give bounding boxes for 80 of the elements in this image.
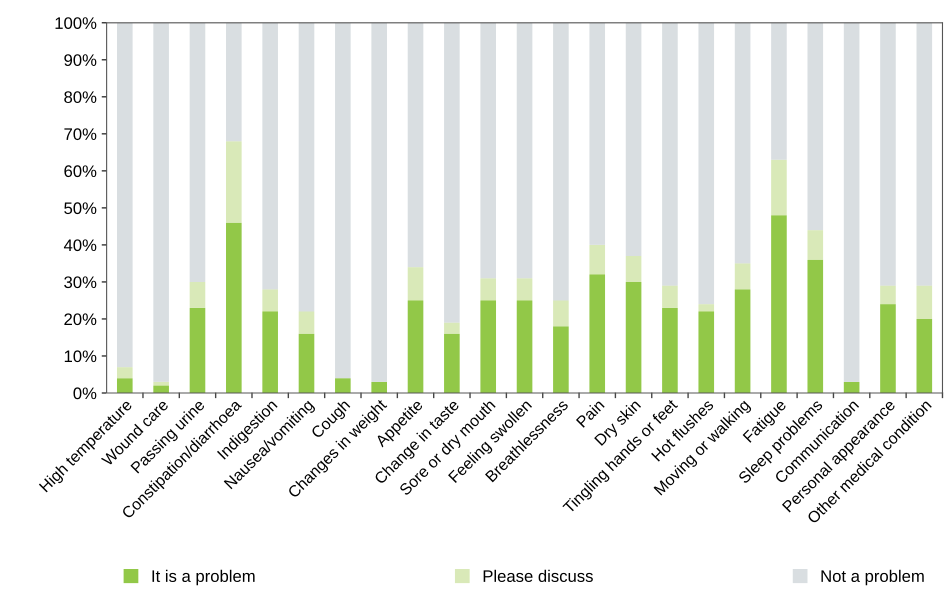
y-tick-label: 50% — [64, 202, 96, 214]
bar — [190, 282, 206, 308]
bar — [880, 304, 896, 393]
bar — [262, 289, 278, 312]
bar — [589, 274, 606, 393]
bar — [698, 22, 714, 304]
bar — [626, 256, 642, 282]
bar — [626, 282, 642, 393]
bar — [116, 378, 133, 393]
bar — [662, 308, 678, 393]
bar — [807, 260, 824, 393]
bar — [408, 267, 424, 300]
bar — [408, 300, 424, 393]
bar — [844, 382, 860, 393]
bar — [516, 22, 532, 278]
y-tick-label: 40% — [64, 239, 96, 252]
bar — [916, 318, 932, 393]
y-tick-label: 70% — [64, 128, 96, 140]
bar — [516, 300, 532, 393]
bar — [335, 378, 351, 393]
bar — [771, 160, 787, 216]
bar — [444, 334, 460, 393]
y-tick-label: 0% — [73, 387, 96, 400]
bar — [807, 22, 824, 230]
bar — [371, 382, 387, 393]
bar — [553, 22, 569, 300]
bar — [916, 22, 932, 286]
bar — [807, 230, 824, 260]
bar — [226, 222, 242, 393]
bar — [262, 312, 278, 393]
bar — [335, 22, 351, 378]
bar — [298, 312, 314, 334]
y-tick-label: 20% — [64, 313, 96, 326]
bar — [771, 22, 787, 160]
bar — [153, 386, 169, 393]
bar — [116, 367, 133, 378]
bar — [553, 326, 569, 393]
bar — [880, 22, 896, 286]
bar — [662, 286, 678, 308]
bar — [298, 22, 314, 312]
y-tick-label: 30% — [64, 276, 96, 288]
bar — [371, 22, 387, 382]
legend-label: It is a problem — [152, 570, 255, 586]
bar — [480, 300, 496, 393]
y-tick-label: 10% — [64, 350, 96, 362]
bar — [262, 22, 278, 290]
legend-label: Not a problem — [821, 570, 924, 586]
bar — [553, 300, 569, 326]
bar — [226, 22, 242, 142]
bar — [516, 278, 532, 300]
bar — [698, 304, 714, 312]
bar — [298, 334, 314, 393]
bar — [480, 22, 496, 278]
y-tick-label: 100% — [56, 17, 96, 30]
bar — [444, 322, 460, 334]
bar — [916, 286, 932, 319]
bar — [153, 382, 169, 386]
bar — [771, 215, 787, 393]
bar — [116, 22, 133, 368]
bar — [844, 22, 860, 382]
bar — [589, 244, 606, 275]
bar — [662, 22, 678, 286]
bar — [190, 308, 206, 393]
bar — [153, 22, 169, 382]
bar — [734, 22, 750, 264]
bar — [408, 22, 424, 268]
y-tick-label: 90% — [64, 54, 96, 66]
bar — [589, 22, 606, 245]
bar — [880, 286, 896, 304]
bar — [734, 263, 750, 290]
bar — [734, 289, 750, 393]
bar — [190, 22, 206, 282]
y-tick-label: 80% — [64, 91, 96, 104]
bar — [698, 312, 714, 393]
y-tick-label: 60% — [64, 165, 96, 178]
legend-label: Please discuss — [484, 570, 593, 582]
bar — [626, 22, 642, 256]
bar — [480, 278, 496, 300]
bar — [226, 141, 242, 223]
bar — [444, 22, 460, 323]
